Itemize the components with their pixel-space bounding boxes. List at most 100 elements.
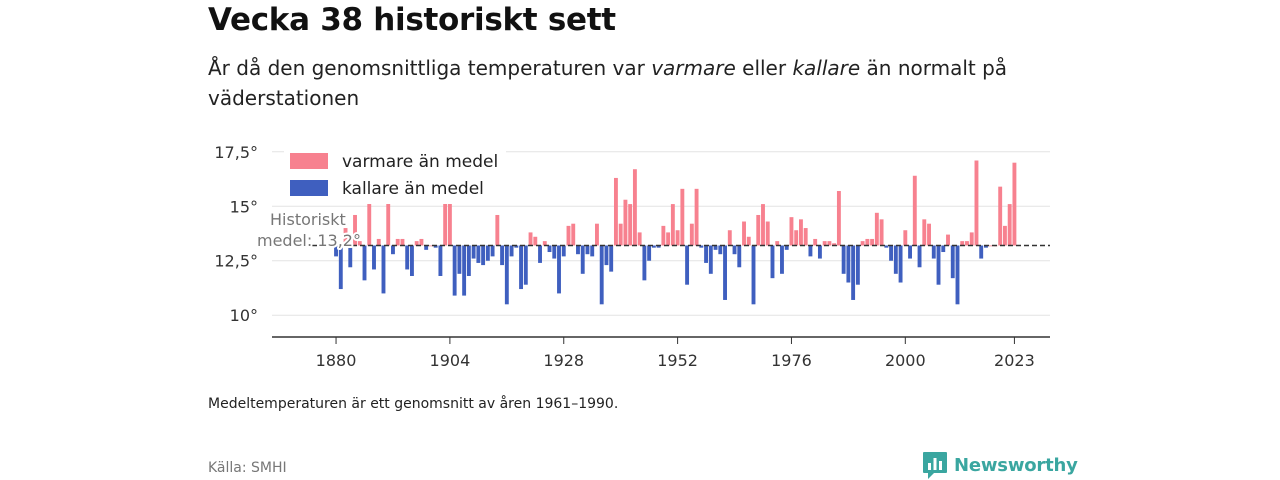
bar-cold <box>841 245 846 274</box>
bar-cold <box>737 245 742 268</box>
bar-warm <box>367 184 372 246</box>
bar-cold <box>609 245 614 272</box>
bar-warm <box>675 230 680 246</box>
bar-warm <box>870 238 875 246</box>
bar-cold <box>504 245 509 305</box>
bar-warm <box>400 238 405 246</box>
bar-warm <box>727 230 732 246</box>
bar-warm <box>689 223 694 246</box>
bar-cold <box>372 245 376 270</box>
subtitle-text-1: År då den genomsnittliga temperaturen va… <box>208 56 652 80</box>
bar-warm <box>542 241 547 246</box>
bar-warm <box>912 175 917 246</box>
bar-cold <box>585 245 590 255</box>
bar-cold <box>410 245 414 276</box>
bar-cold <box>984 245 988 248</box>
bar-warm <box>386 193 391 246</box>
bar-cold <box>908 245 912 259</box>
bar-cold <box>381 245 386 294</box>
bar-warm <box>965 241 969 246</box>
bar-cold <box>941 245 946 253</box>
bar-cold <box>457 245 462 274</box>
bar-warm <box>414 241 419 246</box>
bar-layer <box>334 160 1017 305</box>
bar-warm <box>595 223 599 246</box>
x-tick-label: 2000 <box>885 351 926 370</box>
bar-warm <box>1002 225 1007 246</box>
x-tick-label: 1928 <box>543 351 584 370</box>
x-tick-label: 1976 <box>771 351 812 370</box>
bar-warm <box>865 238 870 246</box>
bar-warm <box>1007 204 1012 246</box>
bar-cold <box>723 245 727 300</box>
bar-warm <box>618 223 623 246</box>
bar-warm <box>661 225 666 246</box>
subtitle-warm-word: varmare <box>651 56 736 80</box>
bar-cold <box>604 245 609 266</box>
legend-swatch <box>290 180 328 196</box>
bar-cold <box>917 245 922 268</box>
subtitle-cold-word: kallare <box>792 56 861 80</box>
chart-subtitle: År då den genomsnittliga temperaturen va… <box>208 53 1068 113</box>
bar-cold <box>348 245 353 268</box>
bar-cold <box>362 245 367 281</box>
bar-cold <box>490 245 495 257</box>
bar-cold <box>955 245 960 305</box>
newsworthy-logo: Newsworthy <box>922 450 1078 480</box>
bar-cold <box>708 245 713 274</box>
bar-cold <box>651 245 656 248</box>
bar-cold <box>889 245 894 261</box>
bar-cold <box>656 245 661 248</box>
bar-warm <box>680 188 685 246</box>
bar-cold <box>599 245 604 305</box>
bar-warm <box>756 214 761 246</box>
bar-cold <box>471 245 476 259</box>
bar-warm <box>632 169 637 246</box>
bar-cold <box>338 245 343 290</box>
bar-warm <box>836 191 841 246</box>
bar-warm <box>832 243 837 246</box>
bar-cold <box>438 245 443 276</box>
bar-cold <box>557 245 561 294</box>
bar-cold <box>718 245 723 255</box>
bar-cold <box>424 245 429 250</box>
bar-warm <box>742 221 746 246</box>
bar-warm <box>533 236 538 246</box>
bar-warm <box>566 225 571 246</box>
bar-cold <box>704 245 709 263</box>
bar-cold <box>509 245 514 257</box>
bar-cold <box>898 245 903 283</box>
bar-cold <box>979 245 984 259</box>
bar-warm <box>960 241 965 246</box>
bar-warm <box>613 177 618 246</box>
bar-cold <box>552 245 557 259</box>
baseline-label-line-1: Historiskt <box>270 210 346 229</box>
bar-cold <box>931 245 936 259</box>
bar-warm <box>1012 162 1017 246</box>
bar-cold <box>391 245 395 255</box>
bar-cold <box>466 245 471 276</box>
bar-warm <box>874 212 879 246</box>
bar-warm <box>927 223 931 246</box>
bar-cold <box>647 245 652 261</box>
bar-warm <box>794 230 799 246</box>
bar-cold <box>580 245 585 274</box>
bar-warm <box>903 230 908 246</box>
bar-warm <box>357 241 362 246</box>
bar-warm <box>860 241 865 246</box>
bar-cold <box>780 245 784 274</box>
bar-warm <box>799 219 803 246</box>
bar-cold <box>699 245 704 248</box>
legend-label-warm: varmare än medel <box>342 152 498 172</box>
legend-swatch <box>290 153 328 169</box>
bar-warm <box>376 238 381 246</box>
bar-warm <box>670 204 675 246</box>
x-tick-label: 1952 <box>657 351 698 370</box>
bar-cold <box>523 245 528 285</box>
bar-warm <box>827 241 832 246</box>
bar-warm <box>637 232 642 246</box>
bar-cold <box>642 245 647 281</box>
bar-warm <box>628 204 633 246</box>
y-tick-label: 17,5° <box>214 143 258 162</box>
subtitle-text-2: eller <box>735 56 793 80</box>
